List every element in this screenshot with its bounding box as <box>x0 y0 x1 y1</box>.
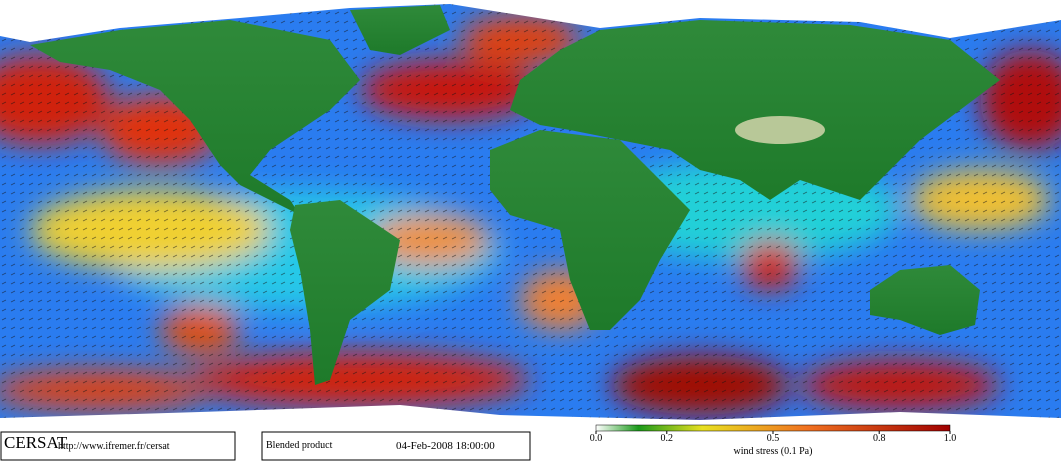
product: Blended product <box>266 440 333 451</box>
product-box <box>261 431 531 461</box>
colorbar-tick-label: 0.8 <box>873 433 886 444</box>
colorbar <box>595 424 951 432</box>
logo: CERSAT <box>4 433 68 452</box>
colorbar-tick-label: 0.2 <box>661 433 674 444</box>
australia <box>870 265 980 335</box>
ice <box>0 0 1061 430</box>
south-america <box>290 200 400 385</box>
colorbar-tick-label: 0.0 <box>590 433 603 444</box>
north-america <box>30 20 360 215</box>
eurasia <box>510 20 1000 200</box>
tibet-plateau <box>735 116 825 144</box>
colorbar-label: wind stress (0.1 Pa) <box>734 446 813 457</box>
logo-box <box>0 431 236 461</box>
url: http://www.ifremer.fr/cersat <box>58 441 170 452</box>
colorbar-tick-label: 1.0 <box>944 433 957 444</box>
land <box>30 5 1000 385</box>
greenland <box>350 5 450 55</box>
africa <box>490 130 690 330</box>
datetime: 04-Feb-2008 18:00:00 <box>396 440 495 452</box>
colorbar-tick-label: 0.5 <box>767 433 780 444</box>
